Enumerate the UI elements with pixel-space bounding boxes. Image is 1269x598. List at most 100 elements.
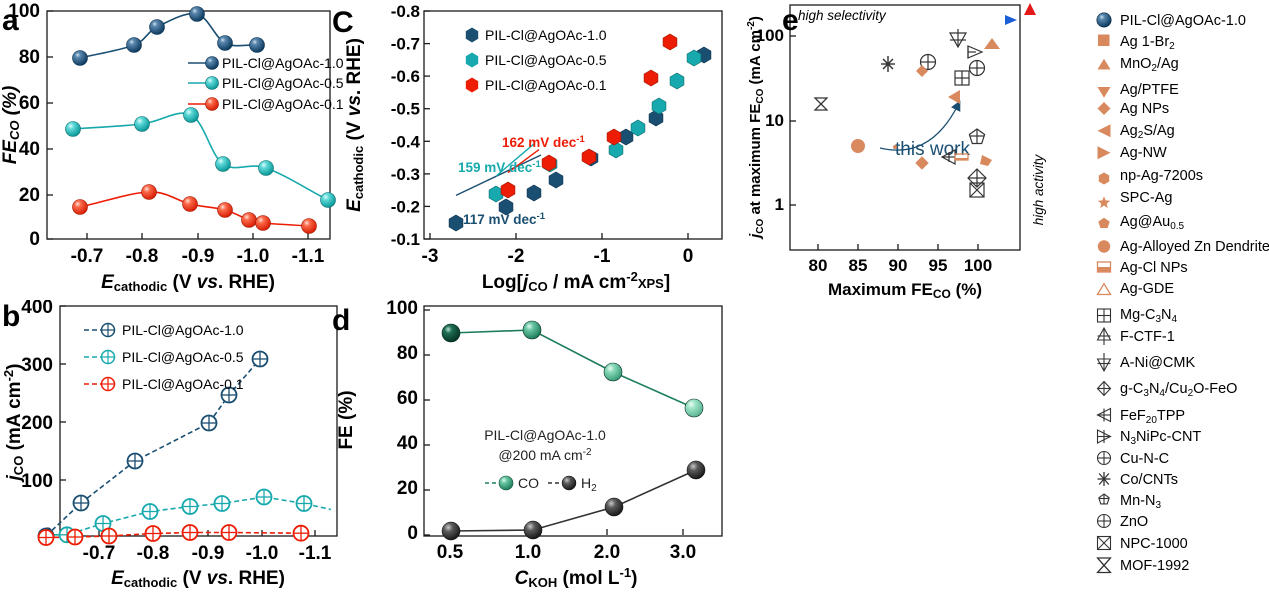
svg-text:g-C3N4/Cu2O-FeO: g-C3N4/Cu2O-FeO [1120,381,1237,399]
svg-text:MOF-1992: MOF-1992 [1120,558,1189,574]
svg-text:200: 200 [21,413,53,434]
svg-text:-0.8: -0.8 [126,246,159,267]
svg-text:-0.9: -0.9 [192,543,225,564]
svg-text:-0.4: -0.4 [391,132,421,151]
svg-text:-2: -2 [508,246,525,267]
svg-text:FeF20TPP: FeF20TPP [1120,408,1185,426]
svg-text:b: b [2,300,20,333]
svg-text:Ecathodic (V vs. RHE): Ecathodic (V vs. RHE) [344,38,366,212]
svg-text:PIL-Cl@AgOAc-0.1: PIL-Cl@AgOAc-0.1 [485,77,607,93]
svg-text:C: C [332,6,354,39]
svg-text:Ag-GDE: Ag-GDE [1120,281,1174,297]
svg-text:-0.7: -0.7 [391,35,420,54]
svg-text:NPC-1000: NPC-1000 [1120,536,1188,552]
svg-text:Ag NPs: Ag NPs [1120,101,1169,117]
svg-text:PIL-Cl@AgOAc-0.1: PIL-Cl@AgOAc-0.1 [122,376,244,392]
svg-text:-0.2: -0.2 [391,197,420,216]
svg-text:100: 100 [964,256,992,275]
svg-text:Cu-N-C: Cu-N-C [1120,451,1169,467]
svg-text:PIL-Cl@AgOAc-1.0: PIL-Cl@AgOAc-1.0 [1120,13,1246,29]
svg-text:-0.9: -0.9 [182,246,215,267]
svg-text:0: 0 [683,246,694,267]
svg-text:PIL-Cl@AgOAc-0.5: PIL-Cl@AgOAc-0.5 [122,349,244,365]
svg-text:60: 60 [397,388,418,409]
svg-text:FE (%): FE (%) [336,390,357,449]
svg-text:Ag2S/Ag: Ag2S/Ag [1120,123,1175,141]
svg-text:high selectivity: high selectivity [798,8,887,23]
svg-text:-1.1: -1.1 [299,543,332,564]
svg-text:-0.8: -0.8 [137,543,170,564]
svg-text:Ecathodic (V vs. RHE): Ecathodic (V vs. RHE) [111,568,285,590]
svg-text:400: 400 [21,300,53,318]
svg-text:-0.1: -0.1 [391,230,420,249]
svg-text:-1.0: -1.0 [246,543,279,564]
svg-text:Ag-NW: Ag-NW [1120,145,1167,161]
svg-text:PIL-Cl@AgOAc-1.0: PIL-Cl@AgOAc-1.0 [222,55,344,71]
svg-text:PIL-Cl@AgOAc-1.0: PIL-Cl@AgOAc-1.0 [485,27,607,43]
svg-text:80: 80 [19,47,40,68]
svg-text:-0.7: -0.7 [71,246,104,267]
svg-text:100: 100 [386,300,418,319]
svg-text:CO: CO [518,475,539,491]
svg-text:-0.8: -0.8 [391,2,420,21]
svg-text:PIL-Cl@AgOAc-1.0: PIL-Cl@AgOAc-1.0 [122,322,244,338]
svg-text:162 mV dec-1: 162 mV dec-1 [502,134,585,150]
svg-text:0: 0 [407,523,418,544]
svg-text:SPC-Ag: SPC-Ag [1120,190,1172,206]
svg-text:F-CTF-1: F-CTF-1 [1120,329,1175,345]
svg-text:high activity: high activity [1031,153,1046,225]
svg-text:PIL-Cl@AgOAc-0.5: PIL-Cl@AgOAc-0.5 [222,75,344,91]
svg-text:CKOH (mol L-1): CKOH (mol L-1) [515,565,638,590]
svg-text:PIL-Cl@AgOAc-0.5: PIL-Cl@AgOAc-0.5 [485,52,607,68]
svg-text:Mn-N3: Mn-N3 [1120,493,1161,511]
svg-text:Mg-C3N4: Mg-C3N4 [1120,307,1178,325]
svg-text:40: 40 [397,433,418,454]
svg-text:Co/CNTs: Co/CNTs [1120,472,1178,488]
svg-text:100: 100 [21,471,53,492]
svg-text:N3NiPc-CNT: N3NiPc-CNT [1120,429,1201,447]
svg-text:Ag 1-Br2: Ag 1-Br2 [1120,34,1175,52]
svg-text:159 mV dec-1: 159 mV dec-1 [458,159,541,175]
svg-text:0: 0 [29,229,40,250]
svg-text:-0.5: -0.5 [391,100,420,119]
svg-text:A-Ni@CMK: A-Ni@CMK [1120,355,1195,371]
svg-text:80: 80 [809,256,828,275]
svg-text:117 mV dec-1: 117 mV dec-1 [463,211,546,227]
svg-text:0.5: 0.5 [437,542,464,563]
svg-text:PIL-Cl@AgOAc-0.1: PIL-Cl@AgOAc-0.1 [222,96,344,112]
svg-text:d: d [332,304,350,337]
svg-text:-3: -3 [422,246,439,267]
svg-text:MnO2/Ag: MnO2/Ag [1120,56,1179,74]
svg-text:Ag-Alloyed Zn Dendrites: Ag-Alloyed Zn Dendrites [1120,239,1269,255]
svg-text:1: 1 [775,195,784,214]
svg-text:np-Ag-7200s: np-Ag-7200s [1120,168,1203,184]
svg-text:@200 mA cm-2: @200 mA cm-2 [498,447,592,463]
svg-text:Ecathodic (V vs. RHE): Ecathodic (V vs. RHE) [101,272,275,294]
svg-text:3.0: 3.0 [670,542,696,563]
svg-text:FECO (%): FECO (%) [0,86,22,165]
svg-text:-1.0: -1.0 [237,246,270,267]
svg-text:20: 20 [19,185,40,206]
svg-text:80: 80 [397,343,418,364]
svg-text:Ag/PTFE: Ag/PTFE [1120,82,1179,98]
svg-text:ZnO: ZnO [1120,514,1148,530]
svg-text:85: 85 [849,256,868,275]
svg-text:jCO at maximum FECO (mA cm-2): jCO at maximum FECO (mA cm-2) [746,16,766,240]
svg-text:40: 40 [19,139,40,160]
svg-text:95: 95 [929,256,948,275]
svg-text:1.0: 1.0 [515,542,541,563]
svg-text:-1.1: -1.1 [292,246,325,267]
svg-text:10: 10 [765,111,784,130]
svg-text:H2: H2 [581,475,597,494]
svg-text:-1: -1 [594,246,611,267]
svg-text:2.0: 2.0 [594,542,620,563]
svg-text:Ag@Au0.5: Ag@Au0.5 [1120,214,1185,232]
svg-text:jCO (mA cm-2): jCO (mA cm-2) [1,364,26,484]
svg-text:-0.6: -0.6 [391,67,420,86]
svg-text:Log[jCO / mA cm-2XPS]: Log[jCO / mA cm-2XPS] [482,269,670,294]
svg-text:20: 20 [397,478,418,499]
svg-text:60: 60 [19,93,40,114]
svg-text:90: 90 [889,256,908,275]
svg-text:300: 300 [21,355,53,376]
svg-text:Maximum FECO (%): Maximum FECO (%) [828,280,982,300]
